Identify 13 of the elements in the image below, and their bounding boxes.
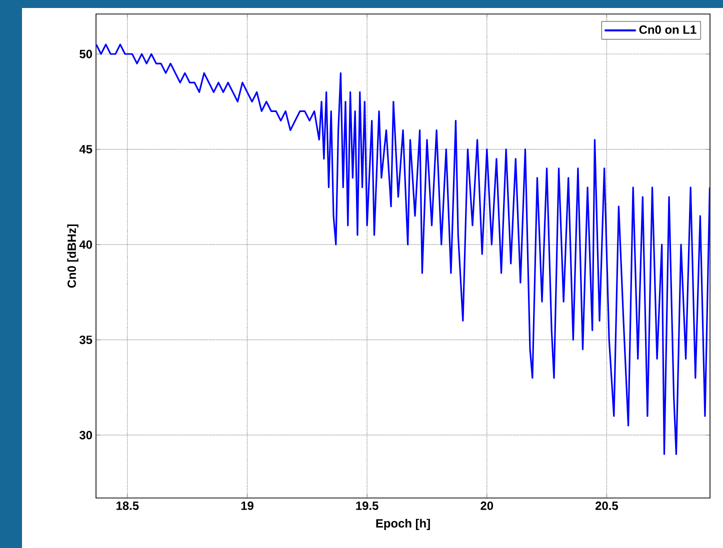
x-tick-label: 18.5: [116, 502, 139, 510]
x-tick-label: 19: [241, 502, 254, 510]
y-tick-label: 30: [79, 430, 92, 440]
x-tick-label: 20: [480, 502, 494, 510]
y-tick-label: 40: [79, 240, 92, 249]
legend-label: Cn0 on L1: [639, 25, 696, 34]
x-tick-label: 19.5: [356, 502, 378, 510]
y-tick-label: 45: [79, 145, 92, 154]
y-axis-title: Cn0 [dBHz]: [67, 224, 78, 288]
x-tick-label: 20.5: [596, 502, 618, 510]
y-tick-label: 35: [79, 336, 92, 344]
y-tick-label: 50: [80, 50, 92, 58]
x-axis-title: Epoch [h]: [376, 518, 430, 530]
